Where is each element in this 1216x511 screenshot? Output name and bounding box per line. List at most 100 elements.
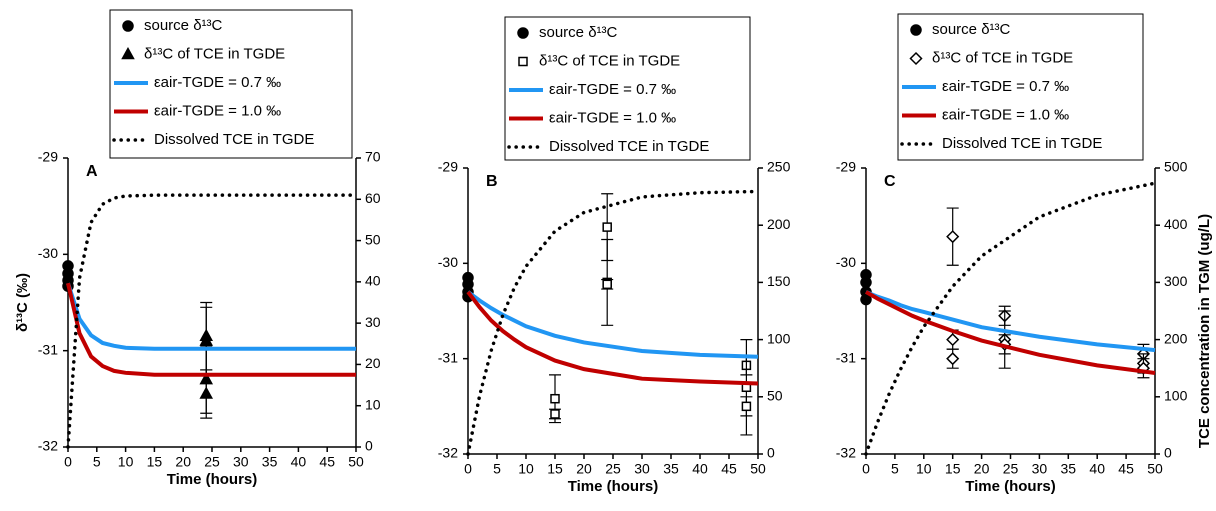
y-tick-label: -29 <box>438 159 458 175</box>
y2-tick-label: 0 <box>767 445 775 461</box>
y-tick-label: -32 <box>38 438 58 454</box>
legend-label: Dissolved TCE in TGDE <box>942 135 1102 152</box>
legend: source δ¹³C δ¹³C of TCE in TGDE εair-TGDE … <box>504 16 751 161</box>
legend-label: source δ¹³C <box>932 21 1011 38</box>
x-axis-title: Time (hours) <box>965 478 1056 495</box>
x-tick-label: 0 <box>64 454 72 470</box>
line <box>466 290 759 359</box>
y2-tick-label: 300 <box>1164 273 1188 289</box>
legend-label: Dissolved TCE in TGDE <box>549 138 709 155</box>
y-tick-label: -30 <box>836 254 856 270</box>
x-tick-label: 45 <box>721 461 737 477</box>
x-tick-label: 40 <box>291 454 307 470</box>
point <box>741 401 752 412</box>
x-tick-label: 15 <box>547 461 563 477</box>
x-tick-label: 35 <box>262 454 278 470</box>
y-tick-label: -30 <box>438 254 458 270</box>
point <box>517 27 529 39</box>
point <box>121 46 135 60</box>
x-tick-label: 10 <box>518 461 534 477</box>
legend-label: δ¹³C of TCE in TGDE <box>144 45 285 62</box>
legend-label: Dissolved TCE in TGDE <box>154 131 314 148</box>
panel-label: C <box>884 173 896 190</box>
x-tick-label: 50 <box>750 461 766 477</box>
x-tick-label: 45 <box>319 454 335 470</box>
x-tick-label: 30 <box>1032 461 1048 477</box>
y2-tick-label: 30 <box>365 314 381 330</box>
point <box>602 222 612 232</box>
panel: 0 5 10 15 20 25 30 35 40 45 50 -32 -31 -30 -29 0 10 20 30 4… <box>14 9 381 488</box>
x-tick-label: 15 <box>147 454 163 470</box>
x-tick-label: 40 <box>692 461 708 477</box>
panel: 0 5 10 15 20 25 30 35 40 45 50 -32 -31 -30 -29 0 100 200 3… <box>836 13 1213 495</box>
x-tick-label: 0 <box>862 461 870 477</box>
y2-tick-label: 20 <box>365 355 381 371</box>
y2-tick-label: 0 <box>1164 445 1172 461</box>
point <box>946 333 960 347</box>
y-tick-label: -32 <box>438 445 458 461</box>
legend-label: εair-TGDE = 0.7 ‰ <box>549 81 676 98</box>
x-tick-label: 25 <box>1003 461 1019 477</box>
legend-label: εair-TGDE = 1.0 ‰ <box>942 106 1069 123</box>
x-tick-label: 5 <box>93 454 101 470</box>
line <box>66 282 356 377</box>
legend-box <box>109 9 353 159</box>
x-tick-label: 5 <box>891 461 899 477</box>
point <box>550 409 560 419</box>
x-tick-label: 20 <box>175 454 191 470</box>
panel: 0 5 10 15 20 25 30 35 40 45 50-32-31-30-2905010015… <box>438 16 791 495</box>
y-tick-label: -30 <box>38 245 58 261</box>
x-tick-label: 50 <box>348 454 364 470</box>
point <box>910 24 922 36</box>
dotted-line <box>864 181 1157 456</box>
legend: source δ¹³C δ¹³C of TCE in TGDE εair-TGDE … <box>897 13 1144 161</box>
y2-axis-title: TCE concentration in TGM (ug/L) <box>1196 214 1213 448</box>
legend-label: εair-TGDE = 1.0 ‰ <box>154 102 281 119</box>
y2-tick-label: 40 <box>365 273 381 289</box>
dotted-line <box>66 193 358 449</box>
point <box>946 230 960 244</box>
line <box>466 290 759 386</box>
y2-tick-label: 70 <box>365 149 381 165</box>
y-tick-label: -31 <box>38 341 58 357</box>
point <box>860 276 872 289</box>
y2-tick-label: 400 <box>1164 216 1188 232</box>
dotted-line <box>466 189 760 456</box>
y2-tick-label: 100 <box>767 330 791 346</box>
y-tick-label: -32 <box>836 445 856 461</box>
x-tick-label: 10 <box>916 461 932 477</box>
y-tick-label: -29 <box>38 149 58 165</box>
x-tick-label: 40 <box>1089 461 1105 477</box>
line <box>865 290 1156 353</box>
y2-tick-label: 50 <box>767 388 783 404</box>
x-tick-label: 20 <box>974 461 990 477</box>
panel-label: A <box>86 163 98 180</box>
x-tick-label: 50 <box>1147 461 1163 477</box>
x-tick-label: 10 <box>118 454 134 470</box>
y2-tick-label: 200 <box>767 216 791 232</box>
y2-tick-label: 0 <box>365 438 373 454</box>
x-tick-label: 35 <box>663 461 679 477</box>
legend-label: source δ¹³C <box>144 17 223 34</box>
y2-tick-label: 10 <box>365 396 381 412</box>
x-tick-label: 30 <box>233 454 249 470</box>
y-tick-label: -31 <box>836 349 856 365</box>
y2-tick-label: 50 <box>365 231 381 247</box>
panel-label: B <box>486 173 498 190</box>
legend-label: εair-TGDE = 0.7 ‰ <box>942 78 1069 95</box>
point <box>199 333 214 346</box>
line <box>865 290 1156 375</box>
x-tick-label: 30 <box>634 461 650 477</box>
point <box>860 293 872 306</box>
y-axis-title: δ¹³C (‰) <box>14 273 31 332</box>
x-tick-label: 0 <box>464 461 472 477</box>
point <box>122 20 134 32</box>
y2-tick-label: 100 <box>1164 388 1188 404</box>
legend-label: εair-TGDE = 1.0 ‰ <box>549 109 676 126</box>
x-tick-label: 5 <box>493 461 501 477</box>
x-tick-label: 25 <box>204 454 220 470</box>
point <box>199 386 214 399</box>
x-axis-title: Time (hours) <box>568 478 659 495</box>
x-tick-label: 45 <box>1118 461 1134 477</box>
